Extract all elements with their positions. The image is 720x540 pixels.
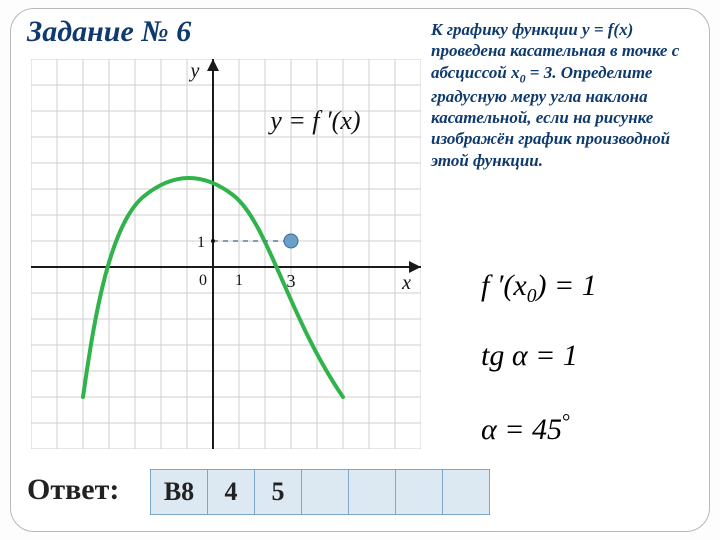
grid <box>31 59 421 449</box>
equation-tan: tg α = 1 <box>481 339 578 373</box>
svg-text:0: 0 <box>199 272 207 289</box>
graph-svg: y x 0 1 1 3 y = f ′(x) <box>31 59 421 449</box>
axes <box>31 59 421 449</box>
svg-text:y = f ′(x): y = f ′(x) <box>267 106 360 135</box>
svg-text:1: 1 <box>235 272 243 289</box>
answer-boxes: В845 <box>151 469 490 515</box>
svg-text:3: 3 <box>287 271 296 291</box>
answer-cell <box>301 469 349 515</box>
slide-card: Задание № 6 К графику функции y = f(x) п… <box>10 8 710 532</box>
equation-alpha: α = 45° <box>481 409 570 447</box>
equation-fprime: f ′(x0) = 1 <box>481 269 597 308</box>
svg-text:x: x <box>401 272 411 294</box>
svg-text:1: 1 <box>197 234 205 251</box>
answer-cell: 4 <box>207 469 255 515</box>
task-title: Задание № 6 <box>27 15 191 49</box>
annotations: y x 0 1 1 3 y = f ′(x) <box>189 60 412 294</box>
derivative-graph: y x 0 1 1 3 y = f ′(x) <box>31 59 421 449</box>
task-statement: К графику функции y = f(x) проведена кас… <box>431 19 699 171</box>
answer-cell <box>442 469 490 515</box>
answer-cell: 5 <box>254 469 302 515</box>
answer-cell: В8 <box>150 469 208 515</box>
answer-label: Ответ: <box>27 473 119 507</box>
answer-cell <box>348 469 396 515</box>
answer-cell <box>395 469 443 515</box>
svg-text:y: y <box>189 60 200 82</box>
